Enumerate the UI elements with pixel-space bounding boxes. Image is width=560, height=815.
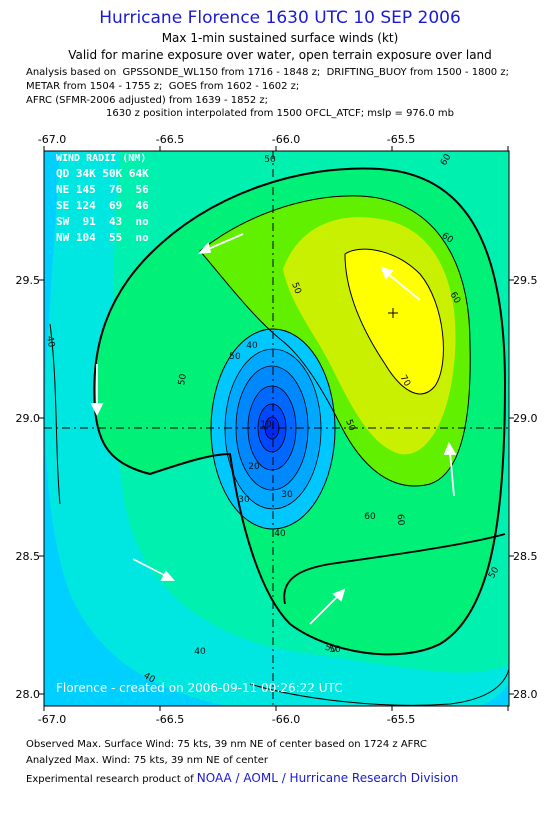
contour-40-west — [49, 323, 61, 505]
contour-label: 50 — [324, 643, 338, 656]
obs-wind-arrows — [90, 233, 457, 625]
lat-label-right: 28.0 — [513, 688, 538, 701]
contour-50-se — [283, 533, 506, 605]
credit-line: Florence - created on 2006-09-11 00:26:2… — [56, 681, 343, 695]
wind-radii-header: QD 34K 50K 64K — [56, 167, 149, 180]
lon-label-bottom: -67.0 — [38, 713, 66, 726]
product-prefix: Experimental research product of — [26, 774, 197, 785]
contour-70 — [344, 248, 444, 395]
lat-label-right: 28.5 — [513, 550, 538, 563]
lon-label-bottom: -66.0 — [272, 713, 300, 726]
contour-60 — [199, 195, 471, 487]
analysis-line: AFRC (SFMR-2006 adjusted) from 1639 - 18… — [26, 95, 269, 106]
contour-label: 50 — [343, 418, 356, 432]
wind-radii-row-ne: NE 145 76 56 — [56, 183, 149, 196]
lat-label-right: 29.0 — [513, 412, 538, 425]
wind-radii-title: WIND RADII (NM) — [56, 153, 146, 164]
lon-label-bottom: -66.5 — [156, 713, 184, 726]
max-wind-marker — [388, 308, 398, 318]
wind-radii-row-se: SE 124 69 46 — [56, 199, 149, 212]
contour-label: 50 — [329, 645, 341, 655]
lat-label-left: 28.5 — [16, 550, 41, 563]
contour-label: 30 — [281, 490, 293, 500]
contour-label: 40 — [44, 335, 56, 348]
lon-label-top: -67.0 — [38, 133, 66, 146]
contour-label: 30 — [238, 495, 250, 505]
wind-arrow — [309, 588, 346, 625]
wind-radii-row-sw: SW 91 43 no — [56, 215, 149, 228]
analysis-sources: Analysis based on GPSSONDE_WL150 from 17… — [26, 66, 509, 108]
analyzed-max-wind: Analyzed Max. Wind: 75 kts, 39 nm NE of … — [26, 755, 268, 766]
wind-arrow — [380, 266, 421, 301]
position-note: 1630 z position interpolated from 1500 O… — [106, 108, 454, 119]
lon-label-top: -66.5 — [156, 133, 184, 146]
observed-max-wind: Observed Max. Surface Wind: 75 kts, 39 n… — [26, 739, 427, 750]
axis-ticks — [39, 146, 514, 711]
contour-label: 50 — [229, 352, 241, 362]
contour-label: 10 — [260, 420, 272, 430]
center-crosshair — [44, 151, 509, 706]
band-yellow — [345, 249, 444, 394]
lon-label-top: -65.5 — [387, 133, 415, 146]
axis-labels: -67.0 -66.5 -66.0 -65.5 -67.0 -66.5 -66.… — [16, 133, 538, 726]
product-credit: Experimental research product of NOAA / … — [26, 771, 458, 785]
lat-label-right: 29.5 — [513, 274, 538, 287]
contour-50-outer — [93, 167, 507, 656]
wind-arrow — [132, 558, 175, 581]
contour-label: 40 — [246, 341, 258, 351]
analysis-line: METAR from 1504 - 1755 z; GOES from 1602… — [26, 81, 300, 92]
contour-label: 60 — [395, 514, 406, 527]
wind-arrow — [443, 441, 457, 497]
wind-radii-row-nw: NW 104 55 no — [56, 231, 149, 244]
lon-label-top: -66.0 — [272, 133, 300, 146]
analysis-line: Analysis based on GPSSONDE_WL150 from 17… — [26, 67, 509, 78]
contour-label: 50 — [177, 373, 189, 386]
lat-label-left: 29.0 — [16, 412, 41, 425]
lat-label-left: 28.0 — [16, 688, 41, 701]
map-subtitle: Max 1-min sustained surface winds (kt) — [161, 31, 399, 45]
contour-label: 40 — [274, 529, 286, 539]
contour-label: 50 — [289, 281, 302, 295]
contour-label: 60 — [364, 512, 376, 522]
lat-label-left: 29.5 — [16, 274, 41, 287]
page-title: Hurricane Florence 1630 UTC 10 SEP 2006 — [99, 8, 461, 28]
contour-label: 50 — [264, 155, 276, 165]
validity-note: Valid for marine exposure over water, op… — [68, 48, 492, 62]
hrd-link[interactable]: NOAA / AOML / Hurricane Research Divisio… — [196, 771, 459, 785]
lon-label-bottom: -65.5 — [387, 713, 415, 726]
contour-label: 40 — [194, 647, 206, 657]
wind-radii-legend: WIND RADII (NM) QD 34K 50K 64K NE 145 76… — [56, 153, 149, 244]
contour-40-south — [249, 668, 509, 706]
wind-arrow — [90, 364, 104, 417]
contour-label: 20 — [248, 462, 260, 472]
wind-arrow — [197, 233, 244, 255]
